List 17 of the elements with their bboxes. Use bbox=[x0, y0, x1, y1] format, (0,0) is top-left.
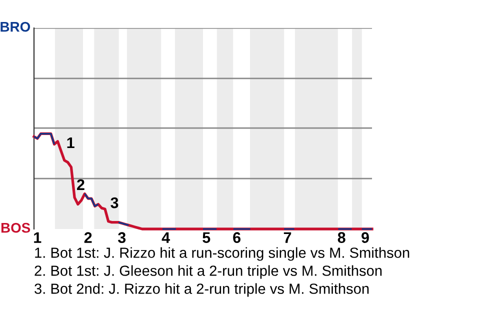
text: 1. Bot 1st: J. Rizzo hit a run-scoring single vs M. Smithson bbox=[35, 247, 410, 261]
x-tick-label: 5 bbox=[202, 232, 210, 243]
text: BRO bbox=[0, 22, 30, 32]
annotation: 3 bbox=[110, 197, 118, 208]
text: BOS bbox=[1, 222, 30, 233]
annotation: 1 bbox=[67, 138, 74, 148]
x-tick-label: 1 bbox=[34, 232, 42, 243]
x-tick-label: 2 bbox=[84, 232, 92, 243]
x-tick-label: 3 bbox=[118, 232, 126, 244]
annotation: 2 bbox=[77, 179, 84, 190]
x-tick-label: 8 bbox=[338, 232, 346, 243]
x-tick-label: 4 bbox=[162, 232, 170, 243]
x-tick-label: 7 bbox=[284, 232, 292, 243]
x-tick-label: 9 bbox=[362, 232, 369, 243]
x-tick-label: 6 bbox=[233, 232, 240, 243]
text: 2. Bot 1st: J. Gleeson hit a 2-run triple vs M. Smithson bbox=[34, 265, 382, 279]
text: 3. Bot 2nd: J. Rizzo hit a 2-run triple vs M. Smithson bbox=[34, 283, 369, 297]
